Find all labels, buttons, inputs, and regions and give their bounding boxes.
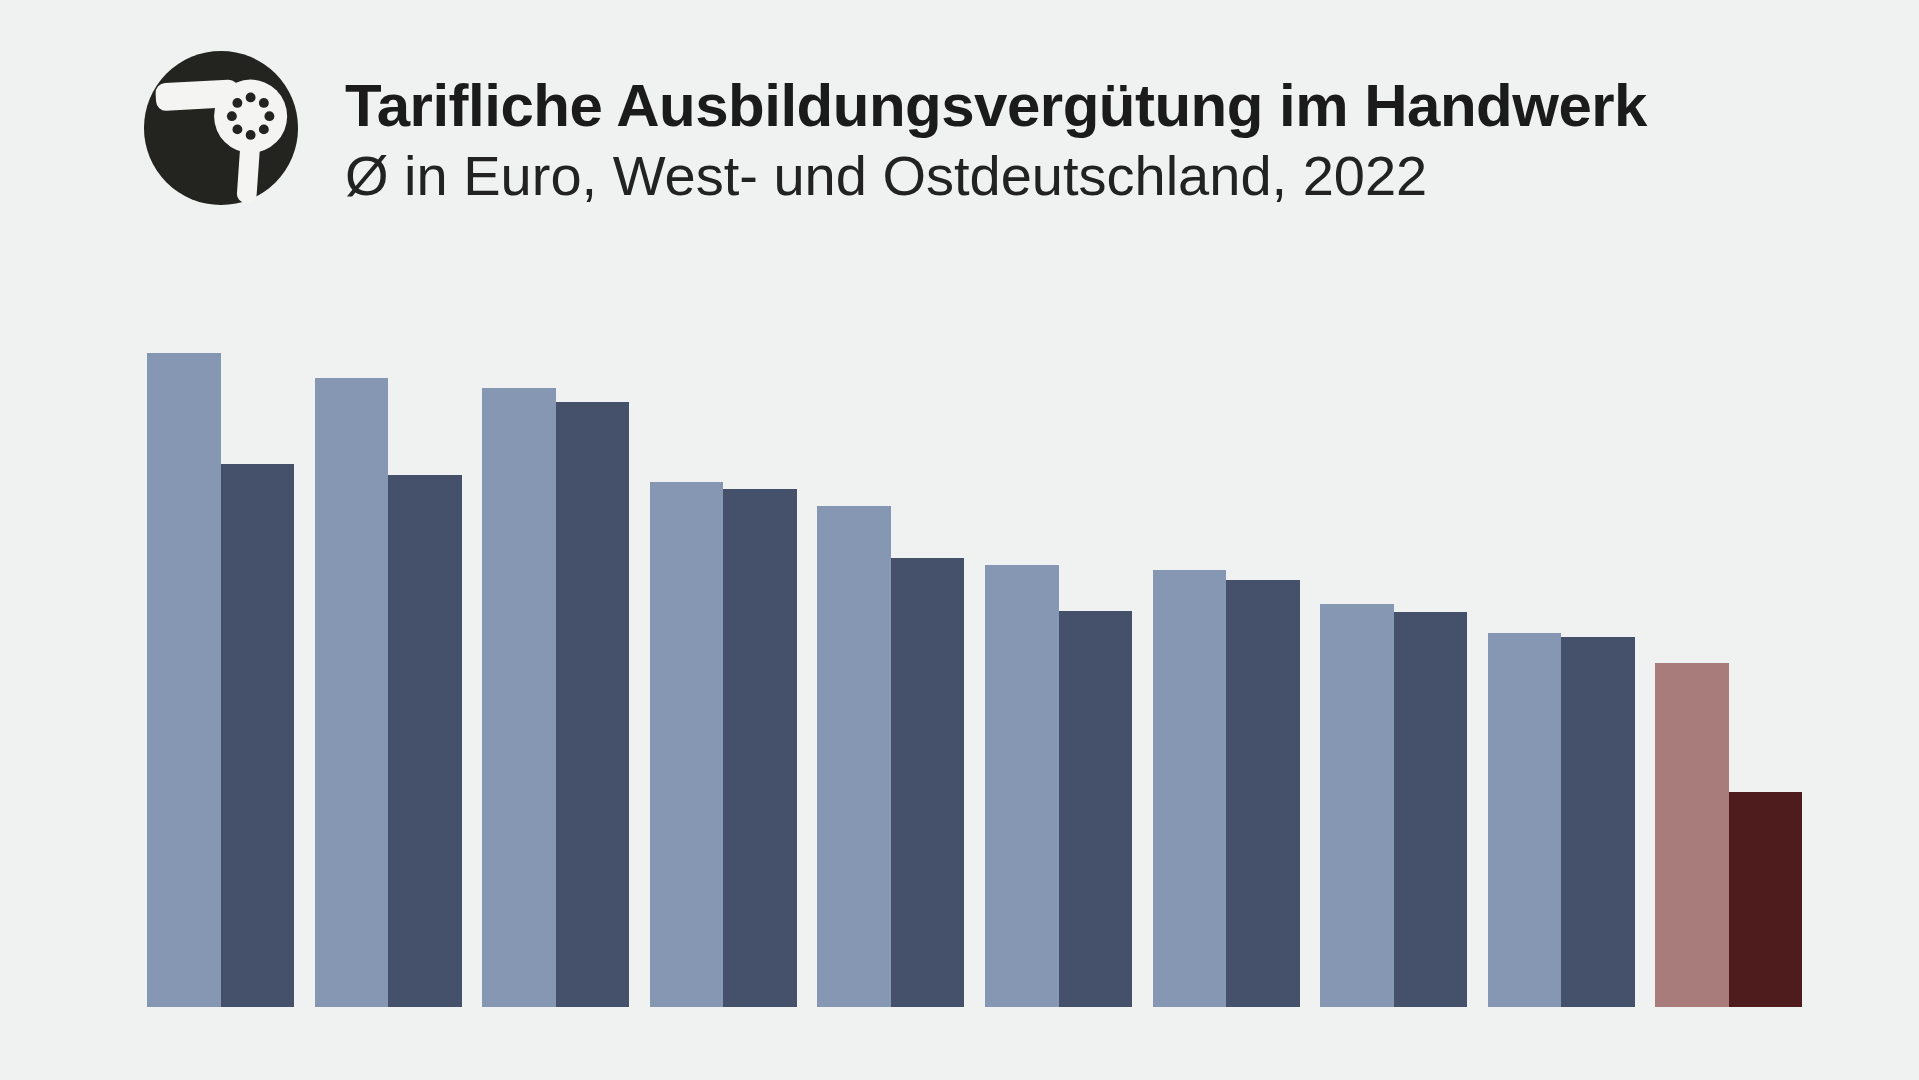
bar-ost-group-8	[1394, 612, 1468, 1007]
bar-ost-group-4	[723, 489, 797, 1007]
bar-west-group-5	[817, 506, 891, 1007]
bar-west-group-8	[1320, 604, 1394, 1007]
bar-ost-group-2	[388, 475, 462, 1007]
bar-ost-group-6	[1059, 611, 1133, 1007]
bar-ost-group-7	[1226, 580, 1300, 1007]
bar-west-group-10-highlighted	[1655, 663, 1729, 1007]
bar-ost-group-10-highlighted	[1729, 792, 1803, 1007]
bar-west-group-4	[650, 482, 724, 1007]
bar-ost-group-5	[891, 558, 965, 1007]
bar-ost-group-3	[556, 402, 630, 1007]
bar-chart	[0, 0, 1919, 1080]
bar-west-group-3	[482, 388, 556, 1007]
bar-ost-group-9	[1561, 637, 1635, 1007]
bar-west-group-7	[1153, 570, 1227, 1007]
bar-west-group-6	[985, 565, 1059, 1007]
bar-west-group-2	[315, 378, 389, 1007]
bar-ost-group-1	[221, 464, 295, 1007]
bar-west-group-9	[1488, 633, 1562, 1007]
bar-west-group-1	[147, 353, 221, 1007]
infographic-canvas: Tarifliche Ausbildungsvergütung im Handw…	[0, 0, 1919, 1080]
